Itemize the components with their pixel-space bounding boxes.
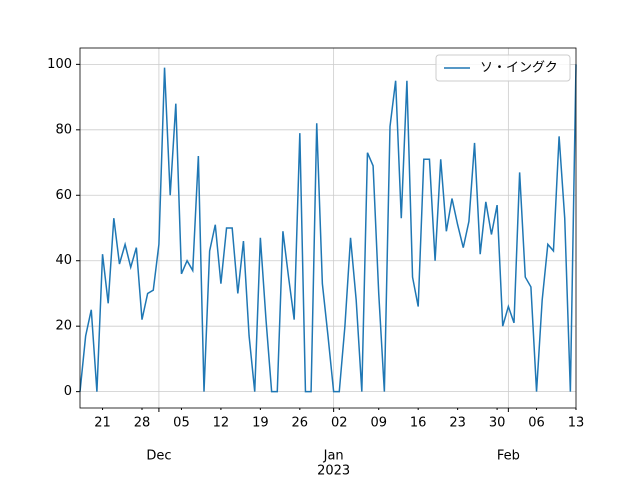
y-tick-label: 0 <box>64 384 72 399</box>
x-year-label: 2023 <box>317 464 350 479</box>
line-series <box>79 64 577 393</box>
x-tick-label: Jan <box>323 449 344 464</box>
y-tick-label: 60 <box>55 188 72 203</box>
x-tick-label: Feb <box>497 449 520 464</box>
x-minor-tick-label: 28 <box>134 416 151 431</box>
x-minor-tick-label: 09 <box>370 416 387 431</box>
x-minor-tick-label: 19 <box>252 416 269 431</box>
y-tick-label: 100 <box>47 57 72 72</box>
x-minor-tick-label: 05 <box>173 416 190 431</box>
y-tick-label: 80 <box>55 122 72 137</box>
y-tick-label: 20 <box>55 319 72 334</box>
x-minor-tick-label: 30 <box>489 416 506 431</box>
x-minor-tick-label: 12 <box>213 416 230 431</box>
axes-frame <box>79 47 577 409</box>
y-tick-label: 40 <box>55 253 72 268</box>
x-minor-tick-label: 23 <box>449 416 466 431</box>
legend-label: ソ・イングク <box>480 61 558 76</box>
x-minor-tick-label: 13 <box>568 416 585 431</box>
x-minor-tick-label: 21 <box>94 416 111 431</box>
x-minor-tick-label: 06 <box>528 416 545 431</box>
x-minor-tick-label: 16 <box>410 416 427 431</box>
x-minor-tick-label: 26 <box>292 416 309 431</box>
legend-box <box>435 54 571 82</box>
x-tick-label: Dec <box>146 449 171 464</box>
x-minor-tick-label: 02 <box>331 416 348 431</box>
